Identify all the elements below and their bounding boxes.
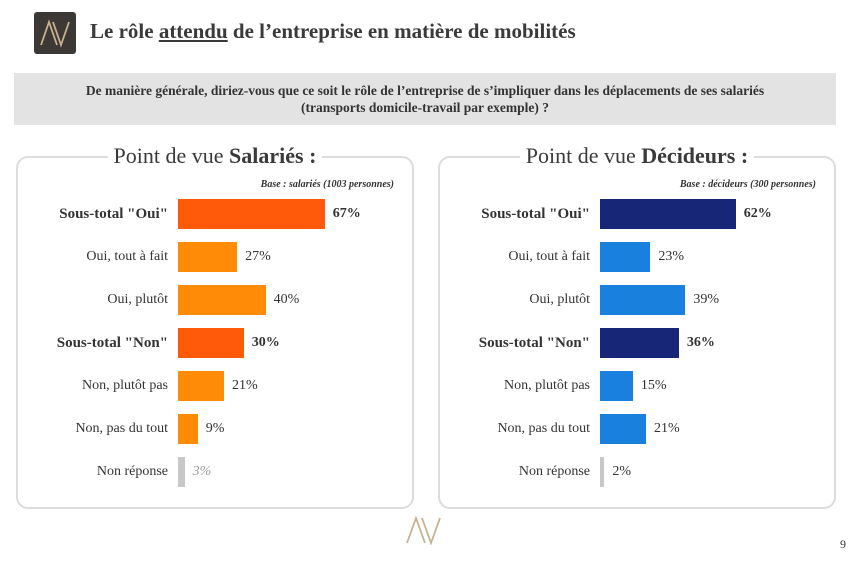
bar bbox=[600, 328, 679, 358]
panel-decideurs: Point de vue Décideurs : Base : décideur… bbox=[438, 143, 836, 509]
bar-category-label: Non, plutôt pas bbox=[504, 378, 590, 393]
bar-row: Oui, tout à fait 23% bbox=[440, 242, 834, 272]
panel-salaries: Point de vue Salariés : Base : salariés … bbox=[16, 143, 414, 509]
bar-row: Sous-total "Non" 36% bbox=[440, 328, 834, 358]
bar bbox=[178, 242, 238, 272]
bar bbox=[600, 457, 605, 487]
bar-row: Non réponse 2% bbox=[440, 457, 834, 487]
bar bbox=[600, 414, 646, 444]
bar-category-label: Sous-total "Oui" bbox=[59, 206, 168, 222]
question-box: De manière générale, diriez-vous que ce … bbox=[14, 73, 836, 125]
bar-row: Sous-total "Oui" 67% bbox=[18, 199, 412, 229]
bar-value-label: 21% bbox=[231, 378, 258, 393]
bar-value-label: 2% bbox=[612, 464, 632, 479]
bar-category-label: Sous-total "Non" bbox=[478, 335, 590, 351]
bar bbox=[600, 199, 736, 229]
bar-row: Non, plutôt pas 21% bbox=[18, 371, 412, 401]
bar bbox=[178, 414, 198, 444]
bar-value-label: 21% bbox=[653, 421, 680, 436]
bar-category-label: Sous-total "Oui" bbox=[481, 206, 590, 222]
panel-title: Point de vue Décideurs : bbox=[440, 143, 834, 169]
base-note: Base : salariés (1003 personnes) bbox=[260, 179, 394, 190]
bar-row: Oui, plutôt 40% bbox=[18, 285, 412, 315]
bar-value-label: 27% bbox=[245, 249, 271, 264]
bar-row: Non, pas du tout 21% bbox=[440, 414, 834, 444]
page-title-underlined: attendu bbox=[158, 19, 228, 43]
bar-category-label: Non réponse bbox=[518, 464, 590, 479]
bar-category-label: Oui, plutôt bbox=[107, 292, 168, 307]
bar-chart-salaries: Sous-total "Oui" 67% Oui, tout à fait 27% Ou… bbox=[18, 158, 412, 507]
bar-row: Sous-total "Non" 30% bbox=[18, 328, 412, 358]
bar-value-label: 3% bbox=[192, 464, 212, 479]
bar-row: Sous-total "Oui" 62% bbox=[440, 199, 834, 229]
bar-category-label: Oui, tout à fait bbox=[86, 249, 168, 264]
bar-value-label: 39% bbox=[693, 292, 720, 307]
bar-category-label: Non réponse bbox=[96, 464, 168, 479]
bar bbox=[178, 199, 325, 229]
bar-row: Non réponse 3% bbox=[18, 457, 412, 487]
bar bbox=[600, 285, 686, 315]
bar-value-label: 40% bbox=[273, 292, 300, 307]
bar bbox=[178, 457, 185, 487]
bar bbox=[178, 328, 244, 358]
bar-category-label: Non, pas du tout bbox=[75, 421, 168, 436]
bar-value-label: 62% bbox=[743, 206, 772, 221]
question-line-1: De manière générale, diriez-vous que ce … bbox=[85, 83, 765, 98]
bar bbox=[600, 371, 633, 401]
bar-value-label: 30% bbox=[251, 335, 280, 350]
bar-category-label: Non, plutôt pas bbox=[82, 378, 168, 393]
bar-row: Non, plutôt pas 15% bbox=[440, 371, 834, 401]
bar-value-label: 36% bbox=[686, 335, 715, 350]
panel-title: Point de vue Salariés : bbox=[18, 143, 412, 169]
page-number: 9 bbox=[840, 537, 846, 551]
brand-logo bbox=[34, 12, 76, 54]
bar-row: Oui, plutôt 39% bbox=[440, 285, 834, 315]
question-line-2: (transports domicile-travail par exemple… bbox=[301, 100, 549, 115]
bar-chart-decideurs: Sous-total "Oui" 62% Oui, tout à fait 23% Ou… bbox=[440, 158, 834, 507]
bar-value-label: 15% bbox=[640, 378, 667, 393]
bar-value-label: 67% bbox=[332, 206, 361, 221]
bar-category-label: Oui, tout à fait bbox=[508, 249, 590, 264]
bar-value-label: 23% bbox=[658, 249, 685, 264]
bar bbox=[178, 371, 224, 401]
bar-category-label: Oui, plutôt bbox=[529, 292, 590, 307]
bar bbox=[600, 242, 651, 272]
footer-logo bbox=[404, 515, 450, 550]
bar bbox=[178, 285, 266, 315]
bar-row: Oui, tout à fait 27% bbox=[18, 242, 412, 272]
bar-row: Non, pas du tout 9% bbox=[18, 414, 412, 444]
bar-value-label: 9% bbox=[205, 421, 225, 436]
page-title: Le rôle attendu de l’entreprise en matiè… bbox=[90, 19, 576, 43]
bar-category-label: Sous-total "Non" bbox=[56, 335, 168, 351]
base-note: Base : décideurs (300 personnes) bbox=[679, 179, 816, 190]
bar-category-label: Non, pas du tout bbox=[497, 421, 590, 436]
